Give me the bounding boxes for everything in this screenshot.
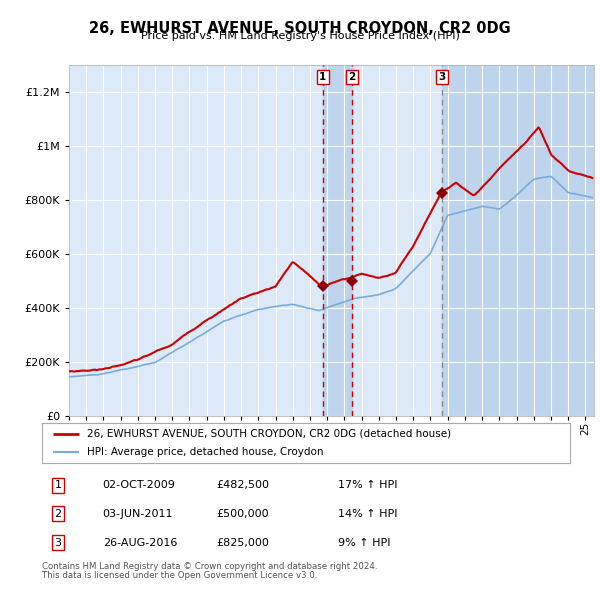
Text: 03-JUN-2011: 03-JUN-2011 xyxy=(103,509,173,519)
Text: £482,500: £482,500 xyxy=(216,480,269,490)
Text: This data is licensed under the Open Government Licence v3.0.: This data is licensed under the Open Gov… xyxy=(42,571,317,580)
Text: 2: 2 xyxy=(348,72,355,82)
Text: Contains HM Land Registry data © Crown copyright and database right 2024.: Contains HM Land Registry data © Crown c… xyxy=(42,562,377,571)
Text: 17% ↑ HPI: 17% ↑ HPI xyxy=(338,480,397,490)
Text: 3: 3 xyxy=(438,72,445,82)
Text: 3: 3 xyxy=(55,537,61,548)
Text: 1: 1 xyxy=(55,480,61,490)
Text: HPI: Average price, detached house, Croydon: HPI: Average price, detached house, Croy… xyxy=(87,447,323,457)
Text: 1: 1 xyxy=(319,72,326,82)
Text: 9% ↑ HPI: 9% ↑ HPI xyxy=(338,537,390,548)
Text: £825,000: £825,000 xyxy=(216,537,269,548)
Text: 26-AUG-2016: 26-AUG-2016 xyxy=(103,537,177,548)
Text: 14% ↑ HPI: 14% ↑ HPI xyxy=(338,509,397,519)
Text: Price paid vs. HM Land Registry's House Price Index (HPI): Price paid vs. HM Land Registry's House … xyxy=(140,31,460,41)
Text: 26, EWHURST AVENUE, SOUTH CROYDON, CR2 0DG: 26, EWHURST AVENUE, SOUTH CROYDON, CR2 0… xyxy=(89,21,511,35)
Bar xyxy=(442,65,594,416)
Text: 26, EWHURST AVENUE, SOUTH CROYDON, CR2 0DG (detached house): 26, EWHURST AVENUE, SOUTH CROYDON, CR2 0… xyxy=(87,429,451,439)
Text: 02-OCT-2009: 02-OCT-2009 xyxy=(103,480,176,490)
Text: £500,000: £500,000 xyxy=(216,509,269,519)
Bar xyxy=(323,65,352,416)
Text: 2: 2 xyxy=(54,509,61,519)
